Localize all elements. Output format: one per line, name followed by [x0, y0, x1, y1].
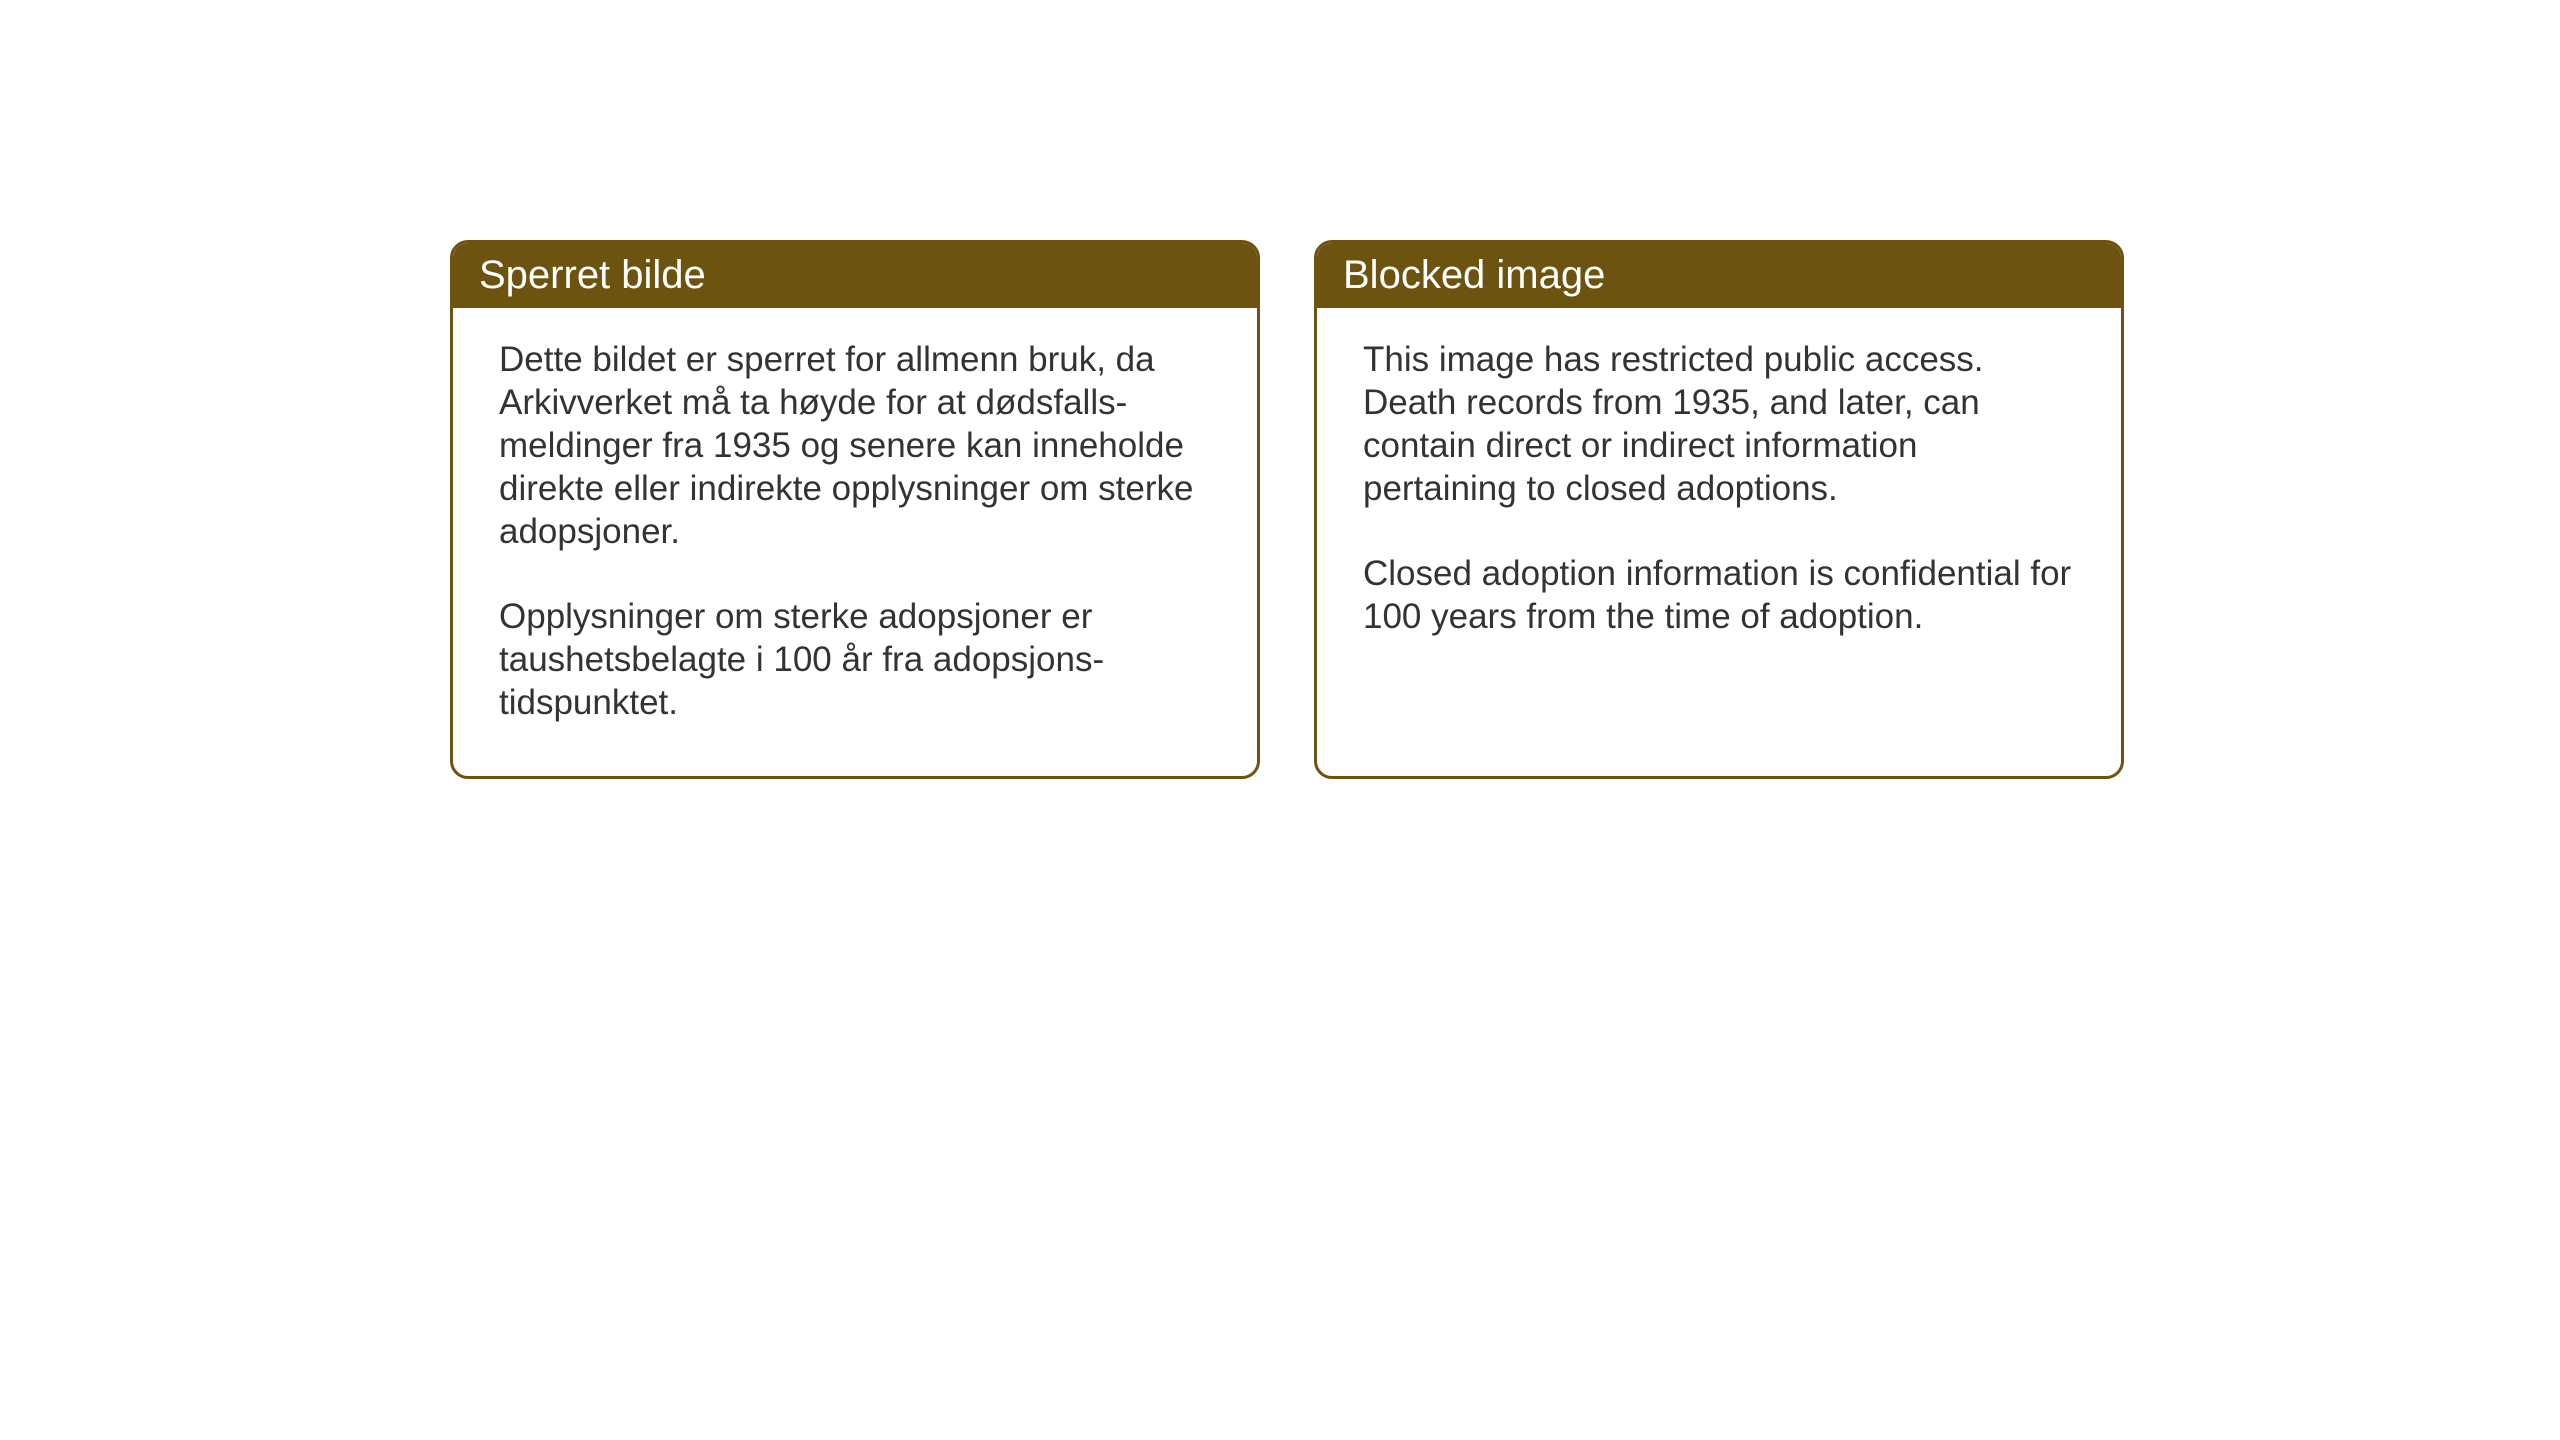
notice-header-norwegian: Sperret bilde: [453, 243, 1257, 308]
notice-body-english: This image has restricted public access.…: [1317, 308, 2121, 690]
notice-body-norwegian: Dette bildet er sperret for allmenn bruk…: [453, 308, 1257, 776]
notice-paragraph-2-english: Closed adoption information is confident…: [1363, 552, 2075, 638]
notice-container: Sperret bilde Dette bildet er sperret fo…: [450, 240, 2124, 779]
notice-paragraph-1-english: This image has restricted public access.…: [1363, 338, 2075, 510]
notice-box-english: Blocked image This image has restricted …: [1314, 240, 2124, 779]
notice-header-english: Blocked image: [1317, 243, 2121, 308]
notice-title-norwegian: Sperret bilde: [479, 253, 706, 297]
notice-title-english: Blocked image: [1343, 253, 1605, 297]
notice-box-norwegian: Sperret bilde Dette bildet er sperret fo…: [450, 240, 1260, 779]
notice-paragraph-1-norwegian: Dette bildet er sperret for allmenn bruk…: [499, 338, 1211, 553]
notice-paragraph-2-norwegian: Opplysninger om sterke adopsjoner er tau…: [499, 595, 1211, 724]
